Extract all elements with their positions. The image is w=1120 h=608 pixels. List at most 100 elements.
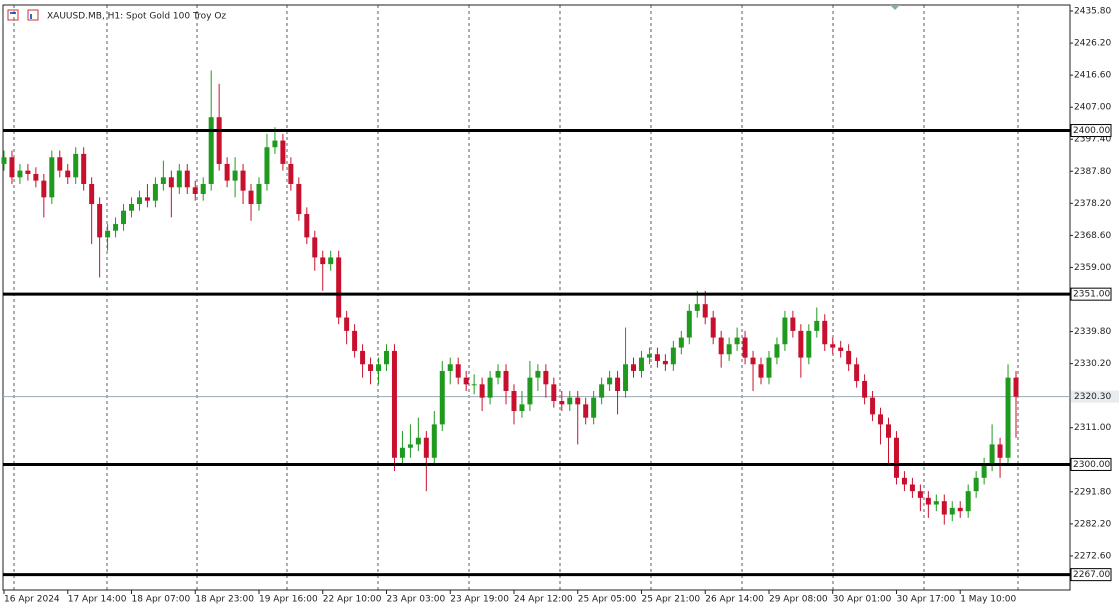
- candle-body: [121, 210, 127, 225]
- candle-body: [399, 447, 405, 458]
- candle-body: [105, 230, 111, 238]
- candle-body: [798, 330, 804, 358]
- candle-body: [1005, 377, 1011, 458]
- candle-body: [638, 357, 644, 371]
- candle-body: [567, 397, 573, 405]
- x-tick-label: 1 May 10:00: [960, 595, 1016, 605]
- candle-body: [830, 344, 836, 348]
- candle-body: [360, 350, 366, 365]
- price-label: 2320.30: [1074, 392, 1111, 402]
- candle-body: [997, 444, 1003, 458]
- candle-body: [232, 170, 238, 181]
- x-tick-label: 29 Apr 08:00: [769, 595, 828, 605]
- candle-body: [280, 140, 286, 164]
- candle-body: [224, 163, 230, 181]
- icon: [7, 9, 19, 21]
- candle-body: [686, 310, 692, 338]
- candle-body: [893, 437, 899, 478]
- candle-body: [718, 337, 724, 355]
- y-tick-label: 2387.80: [1074, 167, 1111, 177]
- candle-body: [320, 257, 326, 265]
- x-tick-label: 17 Apr 14:00: [68, 595, 127, 605]
- candle-body: [487, 377, 493, 398]
- candle-body: [57, 157, 63, 171]
- x-tick-label: 30 Apr 01:00: [833, 595, 892, 605]
- candle-body: [734, 337, 740, 345]
- candle-body: [973, 477, 979, 492]
- x-tick-label: 18 Apr 07:00: [131, 595, 190, 605]
- candle-body: [925, 497, 931, 505]
- candle-body: [81, 153, 87, 184]
- candle-body: [495, 370, 501, 378]
- x-tick-label: 23 Apr 03:00: [386, 595, 445, 605]
- candle-body: [591, 397, 597, 418]
- candle-body: [192, 187, 198, 194]
- candle-body: [288, 163, 294, 184]
- candle-body: [933, 501, 939, 505]
- candle-body: [519, 404, 525, 412]
- shift-marker: [890, 5, 900, 10]
- candle-body: [97, 204, 103, 238]
- candle-body: [678, 337, 684, 348]
- y-tick-label: 2311.00: [1074, 423, 1111, 433]
- level-label-box: [1070, 568, 1112, 582]
- y-tick-label: 2407.00: [1074, 103, 1111, 113]
- candle-body: [878, 414, 884, 425]
- chart-title: XAUUSD.MB, H1: Spot Gold 100 Troy Oz: [47, 12, 226, 22]
- candle-body: [527, 377, 533, 405]
- candle-body: [503, 370, 509, 391]
- candle-body: [89, 183, 95, 205]
- candle-body: [822, 320, 828, 345]
- y-tick-label: 2397.40: [1074, 135, 1111, 145]
- y-tick-label: 2339.80: [1074, 327, 1111, 337]
- candle-body: [407, 444, 413, 448]
- candle-body: [989, 444, 995, 465]
- candle-body: [909, 484, 915, 492]
- candle-body: [304, 214, 310, 238]
- candle-body: [200, 183, 206, 194]
- candle-body: [575, 397, 581, 405]
- price-label-box: [1071, 390, 1119, 403]
- candle-body: [583, 404, 589, 418]
- candle-body: [479, 384, 485, 398]
- candle-body: [264, 147, 270, 184]
- candle-body: [551, 384, 557, 402]
- candle-body: [383, 350, 389, 365]
- candle-body: [854, 364, 860, 381]
- candle-body: [144, 197, 150, 201]
- candle-body: [726, 344, 732, 355]
- x-tick-label: 16 Apr 2024: [4, 595, 60, 605]
- candle-body: [814, 320, 820, 331]
- candle-body: [431, 424, 437, 458]
- candle-body: [447, 364, 453, 371]
- candle-body: [615, 377, 621, 391]
- x-tick-label: 19 Apr 16:00: [259, 595, 318, 605]
- x-tick-label: 25 Apr 05:00: [578, 595, 637, 605]
- candle-body: [694, 304, 700, 311]
- candle-body: [838, 347, 844, 351]
- candle-body: [949, 507, 955, 515]
- y-tick-label: 2282.20: [1074, 519, 1111, 529]
- candle-body: [168, 177, 174, 188]
- candle-body: [9, 157, 15, 178]
- y-tick-label: 2359.00: [1074, 263, 1111, 273]
- candle-body: [623, 364, 629, 391]
- candle-body: [766, 357, 772, 378]
- candle-body: [152, 183, 158, 201]
- candle-body: [965, 491, 971, 512]
- x-tick-label: 25 Apr 21:00: [641, 595, 700, 605]
- icon-detail: [30, 14, 32, 19]
- candle-body: [128, 204, 134, 211]
- candle-body: [415, 437, 421, 445]
- candle-body: [455, 364, 461, 378]
- x-tick-label: 23 Apr 19:00: [450, 595, 509, 605]
- candle-body: [176, 170, 182, 188]
- candle-body: [463, 377, 469, 385]
- candle-body: [599, 384, 605, 398]
- candle-body: [17, 170, 23, 178]
- candle-body: [710, 317, 716, 338]
- level-label-box: [1070, 124, 1112, 138]
- candle-body: [312, 237, 318, 258]
- candle-body: [806, 330, 812, 358]
